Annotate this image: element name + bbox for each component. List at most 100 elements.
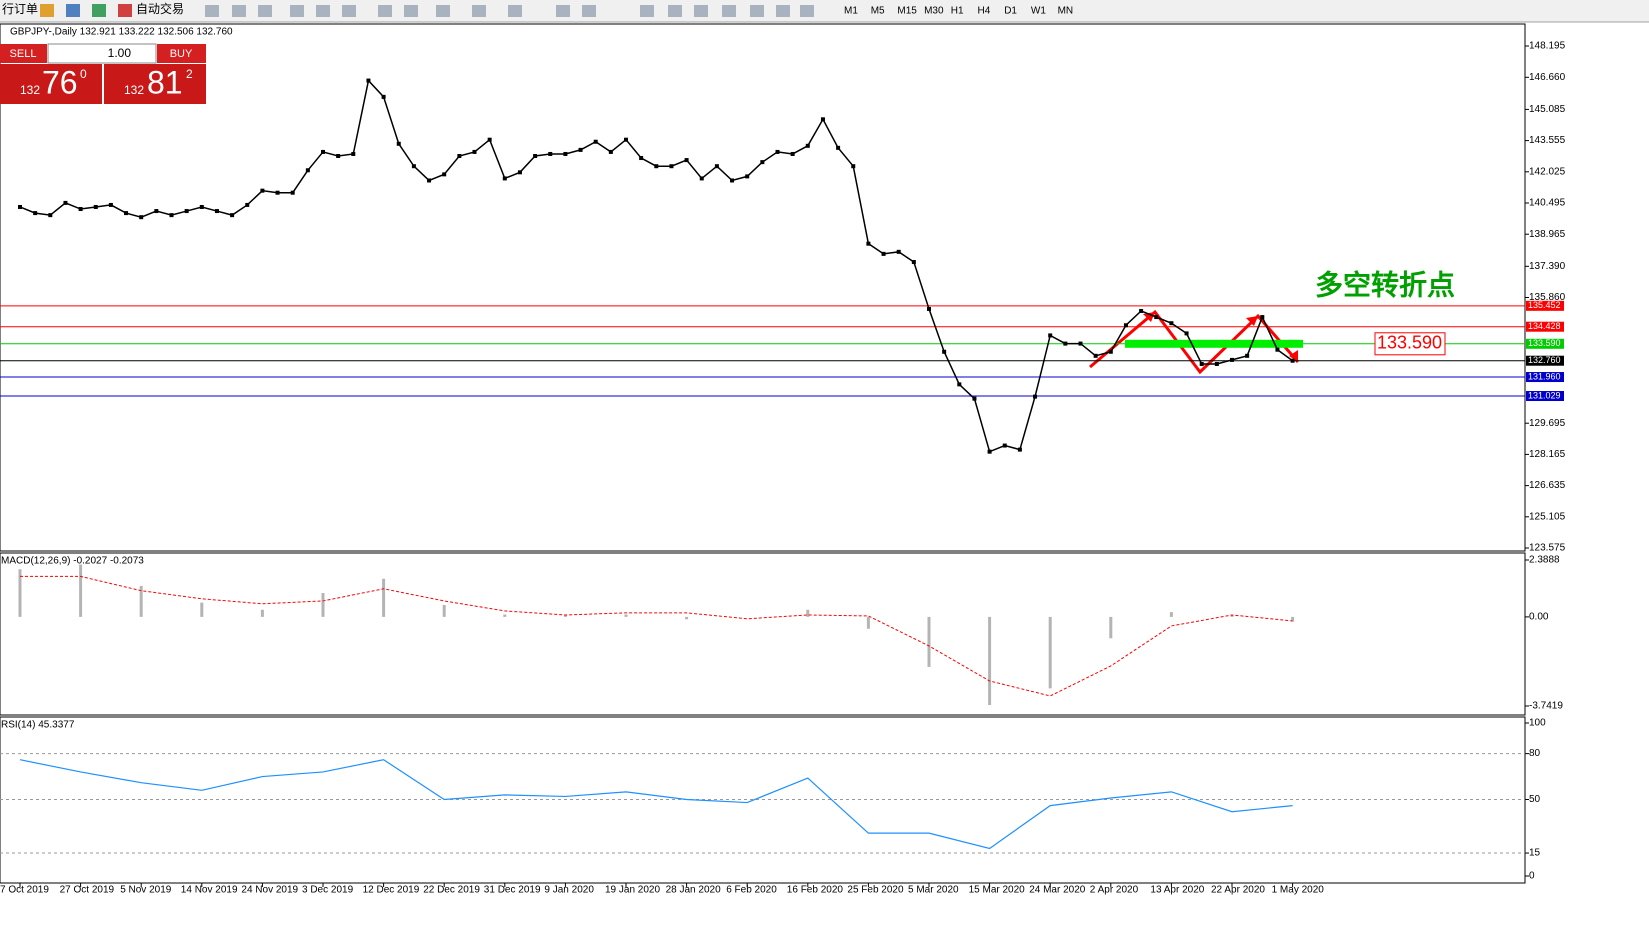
price-point [1139, 308, 1144, 313]
price-point [63, 200, 68, 205]
toolbar-icon[interactable] [205, 5, 219, 17]
toolbar-icon[interactable] [436, 5, 450, 17]
sell-price-box[interactable] [0, 64, 102, 104]
arrow-head [1143, 312, 1155, 322]
price-point [411, 164, 416, 169]
toolbar-icon[interactable] [694, 5, 708, 17]
price-point [911, 260, 916, 265]
y-tick-label: 145.085 [1529, 104, 1566, 115]
timeframe-button[interactable]: D1 [1004, 6, 1017, 17]
price-point [275, 190, 280, 195]
toolbar-icon[interactable] [556, 5, 570, 17]
level-label: 131.029 [1528, 390, 1561, 400]
timeframe-button[interactable]: M5 [871, 6, 885, 17]
macd-title: MACD(12,26,9) -0.2027 -0.2073 [1, 556, 144, 567]
toolbar-icon[interactable] [342, 5, 356, 17]
y-tick-label: 135.860 [1529, 292, 1566, 303]
price-point [745, 174, 750, 179]
toolbar-icon[interactable] [750, 5, 764, 17]
toolbar-icon[interactable] [378, 5, 392, 17]
auto-trade[interactable]: 自动交易 [136, 1, 184, 16]
rsi-title: RSI(14) 45.3377 [1, 720, 75, 731]
price-point [1260, 315, 1265, 320]
x-tick-label: 9 Jan 2020 [544, 885, 594, 896]
toolbar-icon[interactable] [722, 5, 736, 17]
toolbar-icon[interactable] [668, 5, 682, 17]
y-tick-label: 146.660 [1529, 72, 1566, 83]
x-tick-label: 12 Dec 2019 [363, 885, 420, 896]
price-point [805, 143, 810, 148]
buy-label[interactable]: BUY [170, 48, 193, 60]
price-point [836, 145, 841, 150]
x-tick-label: 15 Mar 2020 [969, 885, 1026, 896]
timeframe-button[interactable]: MN [1058, 6, 1074, 17]
toolbar-icon[interactable] [776, 5, 790, 17]
price-point [1108, 349, 1113, 354]
y-tick-label: 138.965 [1529, 229, 1566, 240]
buy-price-box[interactable] [104, 64, 206, 104]
price-point [184, 209, 189, 214]
toolbar-icon[interactable] [404, 5, 418, 17]
toolbar-icon[interactable] [800, 5, 814, 17]
price-point [1245, 353, 1250, 358]
price-point [502, 176, 507, 181]
icon[interactable] [118, 4, 132, 17]
level-label: 133.590 [1528, 338, 1561, 348]
new-order[interactable]: 行订单 [2, 2, 38, 16]
timeframe-button[interactable]: W1 [1031, 6, 1046, 17]
x-tick-label: 22 Dec 2019 [423, 885, 480, 896]
price-point [760, 160, 765, 165]
annotation-value: 133.590 [1377, 333, 1442, 353]
buy-button[interactable] [157, 44, 206, 63]
price-point [139, 215, 144, 220]
price-point [305, 168, 310, 173]
y-tick-label: 0 [1529, 871, 1535, 882]
lot-value[interactable]: 1.00 [108, 46, 132, 60]
timeframe-button[interactable]: H4 [978, 6, 991, 17]
price-point [593, 139, 598, 144]
lot-input[interactable] [47, 43, 157, 64]
y-tick-label: 129.695 [1529, 418, 1566, 429]
y-tick-label: 143.555 [1529, 135, 1566, 146]
price-point [199, 204, 204, 209]
trade-panel: SELL 1.00 BUY 132 76 0 132 81 2 [0, 43, 206, 104]
x-tick-label: 24 Mar 2020 [1029, 885, 1086, 896]
toolbar-icon[interactable] [258, 5, 272, 17]
timeframe-button[interactable]: H1 [951, 6, 964, 17]
toolbar-icon[interactable] [640, 5, 654, 17]
price-point [775, 149, 780, 154]
rsi-line [19, 759, 1293, 850]
sell-button[interactable] [0, 44, 47, 63]
y-tick-label: 128.165 [1529, 449, 1566, 460]
sell-label[interactable]: SELL [10, 48, 37, 60]
icon[interactable] [40, 4, 54, 17]
level-tag [1526, 338, 1564, 349]
toolbar-icon[interactable] [290, 5, 304, 17]
toolbar-icon[interactable] [232, 5, 246, 17]
timeframe-button[interactable]: M30 [924, 6, 944, 17]
sell-point: 0 [80, 67, 87, 81]
y-tick-label: 148.195 [1529, 41, 1566, 52]
toolbar-icon[interactable] [508, 5, 522, 17]
x-tick-label: 27 Oct 2019 [60, 885, 115, 896]
buy-point: 2 [186, 67, 193, 81]
timeframe-button[interactable]: M1 [844, 6, 858, 17]
price-point [124, 211, 129, 216]
x-tick-label: 16 Feb 2020 [787, 885, 844, 896]
x-tick-label: 7 Oct 2019 [0, 885, 49, 896]
macd-panel [0, 552, 1526, 716]
timeframe-button[interactable]: M15 [897, 6, 917, 17]
price-point [820, 117, 825, 122]
toolbar-icon[interactable] [582, 5, 596, 17]
toolbar-icon[interactable] [472, 5, 486, 17]
x-tick-label: 2 Apr 2020 [1090, 885, 1139, 896]
icon[interactable] [66, 4, 80, 17]
x-tick-label: 6 Feb 2020 [726, 885, 777, 896]
x-tick-label: 24 Nov 2019 [241, 885, 298, 896]
price-point [1033, 394, 1038, 399]
toolbar-icon[interactable] [316, 5, 330, 17]
price-point [1078, 341, 1083, 346]
price-point [563, 151, 568, 156]
icon[interactable] [92, 4, 106, 17]
price-point [487, 137, 492, 142]
